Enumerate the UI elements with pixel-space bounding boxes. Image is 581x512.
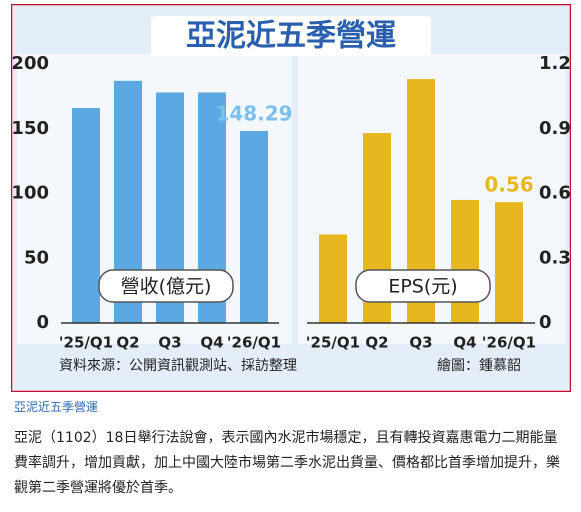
credit: 繪圖：鍾慕韶 <box>437 357 521 374</box>
x-tick-label: Q4 <box>200 334 223 352</box>
ylabel-box <box>355 269 491 303</box>
y-tick-label: 0.9 <box>539 118 571 139</box>
x-tick-label: Q3 <box>409 334 432 352</box>
x-tick-label: Q3 <box>158 334 181 352</box>
bar <box>72 108 100 323</box>
y-tick-label: 0.3 <box>539 247 571 268</box>
x-tick-label: '25/Q1 <box>59 334 113 352</box>
bar <box>319 234 347 323</box>
x-tick-label: Q2 <box>365 334 388 352</box>
x-tick-label: '25/Q1 <box>306 334 360 352</box>
y-tick-label: 150 <box>11 118 49 139</box>
ylabel-box <box>98 269 234 303</box>
source: 資料來源：公開資訊觀測站、採訪整理 <box>59 358 297 374</box>
x-tick-label: Q2 <box>116 334 139 352</box>
caption: 亞泥近五季營運 <box>14 400 99 414</box>
y-tick-label: 0 <box>36 312 49 333</box>
x-tick-label: '26/Q1 <box>227 334 281 352</box>
y-tick-label: 0.6 <box>539 183 571 204</box>
bar <box>495 202 523 323</box>
y-tick-label: 0 <box>539 312 552 333</box>
y-tick-label: 200 <box>11 53 49 74</box>
chart-title: 亞泥近五季營運 <box>186 19 396 54</box>
article-text: 亞泥（1102）18日舉行法說會，表示國內水泥市場穩定，且有轉投資嘉惠電力二期能… <box>14 430 560 496</box>
data-label: 0.56 <box>484 173 533 197</box>
y-axis-label: 營收(億元) <box>121 276 212 298</box>
bar <box>451 199 479 323</box>
y-tick-label: 1.2 <box>539 53 571 74</box>
x-tick-label: '26/Q1 <box>482 334 536 352</box>
x-tick-label: Q4 <box>453 334 476 352</box>
chart-image: 亞泥近五季營運 資料來源：公開資訊觀測站、採訪整理 繪圖：鍾慕韶 0 50 100 1… <box>11 4 571 392</box>
y-tick-label: 100 <box>11 183 49 204</box>
y-axis-label: EPS(元) <box>388 276 457 298</box>
bar <box>240 130 268 323</box>
data-label: 148.29 <box>215 101 292 125</box>
title-box <box>151 16 431 56</box>
y-tick-label: 50 <box>24 247 49 268</box>
